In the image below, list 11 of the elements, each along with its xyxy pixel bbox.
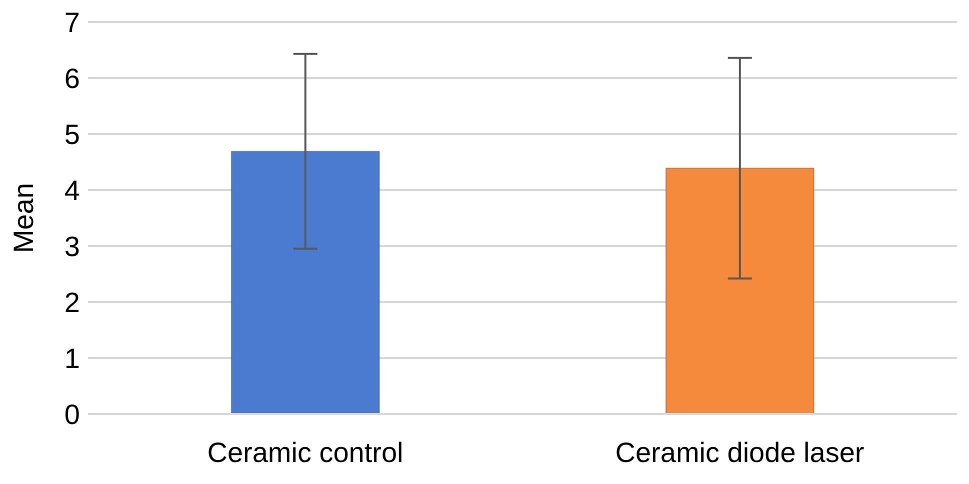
y-tick-label: 5 (64, 118, 80, 150)
y-tick-label: 1 (64, 342, 80, 374)
y-tick-label: 3 (64, 230, 80, 262)
y-tick-label: 0 (64, 398, 80, 430)
x-tick-label: Ceramic diode laser (615, 436, 864, 468)
x-tick-label: Ceramic control (207, 436, 404, 468)
y-axis-title: Mean (8, 182, 39, 254)
y-tick-label: 7 (64, 6, 80, 38)
y-tick-label: 4 (64, 174, 80, 206)
y-tick-label: 2 (64, 286, 80, 318)
y-tick-label: 6 (64, 62, 80, 94)
